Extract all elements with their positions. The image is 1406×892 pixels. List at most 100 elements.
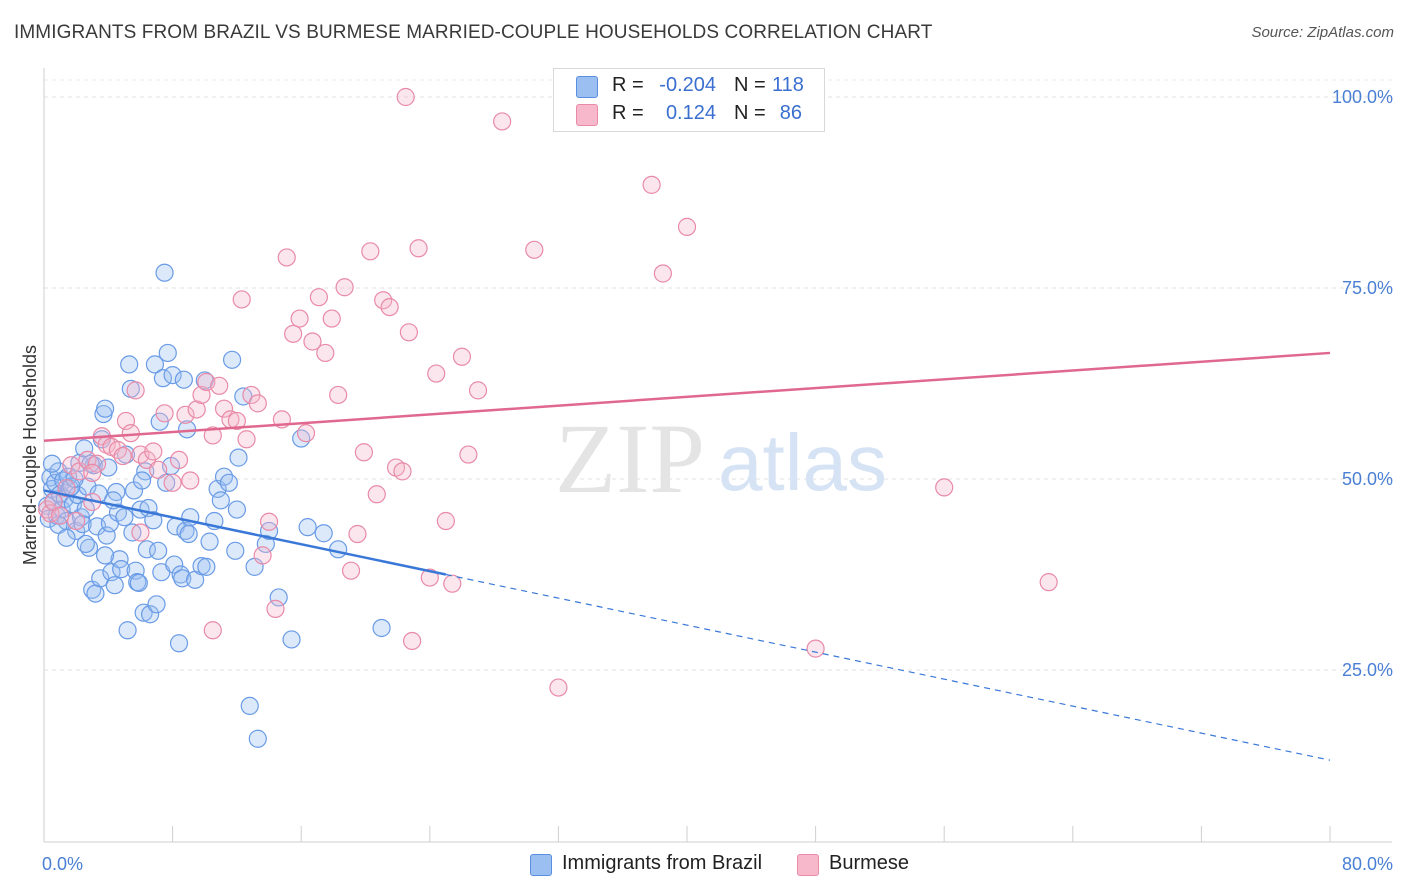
legend-swatch-burmese (576, 104, 598, 126)
point-burmese (210, 376, 229, 395)
point-burmese (290, 309, 309, 328)
point-burmese (380, 298, 399, 317)
point-brazil (329, 540, 348, 559)
legend-r-label: R = (612, 74, 644, 96)
point-burmese (266, 599, 285, 618)
point-burmese (303, 332, 322, 351)
y-tick-labels: 25.0% 50.0% 75.0% 100.0% (1332, 87, 1393, 680)
point-brazil (144, 511, 163, 530)
point-burmese (653, 264, 672, 283)
point-burmese (296, 424, 316, 443)
trend-brazil-dashed (445, 573, 1331, 761)
point-brazil (211, 491, 230, 510)
point-burmese (87, 454, 107, 473)
point-burmese (420, 568, 439, 587)
point-brazil (157, 473, 176, 492)
trend-lines (43, 351, 1331, 761)
y-axis-title: Married-couple Households (20, 345, 40, 565)
source-credit: Source: ZipAtlas.com (1251, 24, 1394, 41)
point-burmese (248, 394, 267, 413)
point-burmese (677, 217, 697, 236)
y-tick-label-25: 25.0% (1342, 660, 1393, 680)
point-burmese (393, 462, 412, 481)
correlation-legend: R = -0.204 N = 118 R = 0.124 N = 86 (553, 68, 825, 132)
point-burmese (329, 385, 348, 405)
watermark-atlas: atlas (718, 418, 887, 507)
point-brazil (99, 458, 118, 477)
point-burmese (1039, 573, 1058, 592)
point-brazil (112, 560, 131, 579)
point-brazil (163, 365, 182, 385)
point-brazil (292, 429, 311, 448)
chart-title: IMMIGRANTS FROM BRAZIL VS BURMESE MARRIE… (14, 22, 933, 43)
point-brazil (197, 557, 216, 576)
point-brazil (75, 439, 94, 458)
point-brazil (149, 541, 168, 560)
point-brazil (145, 355, 165, 374)
point-brazil (192, 556, 211, 576)
point-burmese (169, 450, 189, 469)
legend-n-label: N = (734, 102, 766, 124)
gridlines (44, 79, 1392, 671)
watermark-zip: ZIP (555, 403, 705, 514)
point-brazil (67, 521, 86, 541)
points-burmese (38, 87, 1058, 697)
point-burmese (354, 443, 373, 462)
point-burmese (525, 240, 544, 259)
point-brazil (176, 521, 195, 541)
point-brazil (129, 573, 148, 593)
point-brazil (222, 350, 242, 369)
point-burmese (176, 405, 195, 424)
point-burmese (374, 291, 393, 310)
point-brazil (134, 603, 153, 622)
point-burmese (935, 478, 954, 497)
point-brazil (132, 471, 152, 490)
point-burmese (277, 248, 296, 267)
point-burmese (67, 511, 86, 531)
legend-r-value: -0.204 (659, 74, 716, 96)
x-tick-label-max: 80.0% (1342, 854, 1393, 874)
point-burmese (399, 323, 419, 342)
point-brazil (214, 467, 234, 486)
point-burmese (83, 463, 102, 482)
point-brazil (120, 355, 139, 374)
point-burmese (203, 621, 222, 640)
point-burmese (163, 473, 182, 492)
legend-n-value: 118 (772, 74, 804, 96)
point-brazil (147, 595, 166, 614)
point-brazil (95, 546, 115, 565)
point-brazil (269, 588, 288, 607)
point-burmese (316, 343, 335, 363)
point-burmese (361, 242, 380, 261)
point-brazil (128, 573, 147, 592)
point-burmese (341, 561, 361, 580)
point-brazil (227, 500, 246, 519)
point-brazil (42, 454, 62, 473)
point-burmese (309, 288, 328, 307)
point-burmese (113, 446, 132, 466)
legend-row-burmese: R = 0.124 N = 86 (554, 100, 824, 128)
point-burmese (144, 442, 163, 461)
point-burmese (367, 485, 386, 504)
point-brazil (282, 630, 301, 649)
point-burmese (806, 639, 825, 658)
legend-r-label: R = (612, 102, 644, 124)
point-burmese (232, 290, 251, 309)
point-burmese (409, 239, 428, 258)
point-burmese (50, 506, 70, 525)
point-burmese (237, 430, 256, 449)
point-brazil (140, 605, 160, 624)
point-burmese (452, 347, 472, 366)
point-burmese (335, 278, 354, 297)
point-brazil (158, 343, 177, 363)
point-burmese (348, 524, 367, 544)
point-brazil (226, 541, 245, 560)
bottom-legend-swatch-burmese (797, 854, 819, 876)
point-burmese (121, 424, 140, 443)
legend-r-value: 0.124 (665, 102, 716, 124)
point-burmese (427, 364, 446, 383)
point-burmese (181, 471, 200, 490)
point-burmese (468, 381, 488, 400)
trend-brazil-solid (43, 489, 447, 576)
point-brazil (229, 448, 248, 467)
